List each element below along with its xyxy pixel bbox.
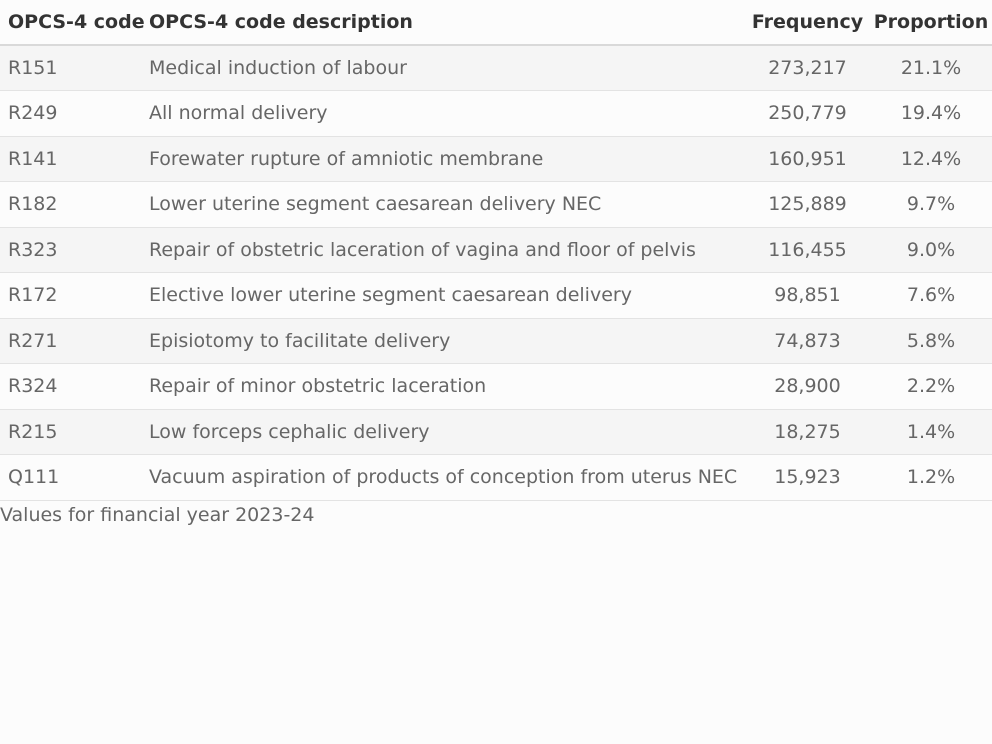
cell-proportion: 1.4%	[870, 409, 992, 455]
cell-description: All normal delivery	[140, 90, 745, 137]
cell-code: R249	[0, 90, 140, 137]
cell-proportion: 9.0%	[870, 227, 992, 273]
cell-frequency: 250,779	[745, 90, 870, 137]
cell-frequency: 18,275	[745, 409, 870, 455]
cell-frequency: 28,900	[745, 363, 870, 410]
table-caption: Values for financial year 2023-24	[0, 503, 315, 526]
cell-description: Elective lower uterine segment caesarean…	[140, 272, 745, 319]
header-description: OPCS-4 code description	[140, 0, 745, 46]
cell-proportion: 2.2%	[870, 363, 992, 410]
cell-description: Episiotomy to facilitate delivery	[140, 318, 745, 364]
table-row: R249 All normal delivery 250,779 19.4%	[0, 90, 992, 137]
cell-code: R324	[0, 363, 140, 410]
cell-description: Low forceps cephalic delivery	[140, 409, 745, 455]
table-row: R182 Lower uterine segment caesarean deli…	[0, 181, 992, 228]
cell-code: R172	[0, 272, 140, 319]
cell-frequency: 125,889	[745, 181, 870, 228]
cell-frequency: 160,951	[745, 136, 870, 182]
cell-code: R271	[0, 318, 140, 364]
cell-proportion: 19.4%	[870, 90, 992, 137]
table-body: R151 Medical induction of labour 273,217 21…	[0, 45, 992, 501]
cell-code: R141	[0, 136, 140, 182]
header-row: OPCS-4 code OPCS-4 code description Freq…	[0, 0, 992, 46]
cell-proportion: 12.4%	[870, 136, 992, 182]
cell-description: Repair of minor obstetric laceration	[140, 363, 745, 410]
cell-proportion: 7.6%	[870, 272, 992, 319]
cell-frequency: 273,217	[745, 45, 870, 91]
cell-proportion: 9.7%	[870, 181, 992, 228]
cell-code: R215	[0, 409, 140, 455]
cell-description: Medical induction of labour	[140, 45, 745, 91]
table-row: R141 Forewater rupture of amniotic membra…	[0, 136, 992, 182]
procedures-table: OPCS-4 code OPCS-4 code description Freq…	[0, 0, 992, 501]
cell-frequency: 15,923	[745, 454, 870, 501]
cell-description: Repair of obstetric laceration of vagina…	[140, 227, 745, 273]
table-row: R323 Repair of obstetric laceration of va…	[0, 227, 992, 273]
header-proportion: Proportion	[870, 0, 992, 46]
cell-description: Vacuum aspiration of products of concept…	[140, 454, 745, 501]
table-row: R215 Low forceps cephalic delivery 18,275 1…	[0, 409, 992, 455]
cell-description: Lower uterine segment caesarean delivery…	[140, 181, 745, 228]
table-header: OPCS-4 code OPCS-4 code description Freq…	[0, 0, 992, 46]
cell-frequency: 74,873	[745, 318, 870, 364]
cell-description: Forewater rupture of amniotic membrane	[140, 136, 745, 182]
cell-code: Q111	[0, 454, 140, 501]
table-row: R151 Medical induction of labour 273,217 21…	[0, 45, 992, 91]
cell-code: R182	[0, 181, 140, 228]
cell-code: R323	[0, 227, 140, 273]
table-row: R324 Repair of minor obstetric laceration…	[0, 363, 992, 410]
table-row: Q111 Vacuum aspiration of products of con…	[0, 454, 992, 501]
table-row: R172 Elective lower uterine segment caesa…	[0, 272, 992, 319]
cell-code: R151	[0, 45, 140, 91]
cell-proportion: 21.1%	[870, 45, 992, 91]
header-frequency: Frequency	[745, 0, 870, 46]
header-code: OPCS-4 code	[0, 0, 145, 46]
cell-frequency: 116,455	[745, 227, 870, 273]
table-row: R271 Episiotomy to facilitate delivery 74,…	[0, 318, 992, 364]
cell-proportion: 5.8%	[870, 318, 992, 364]
cell-proportion: 1.2%	[870, 454, 992, 501]
cell-frequency: 98,851	[745, 272, 870, 319]
